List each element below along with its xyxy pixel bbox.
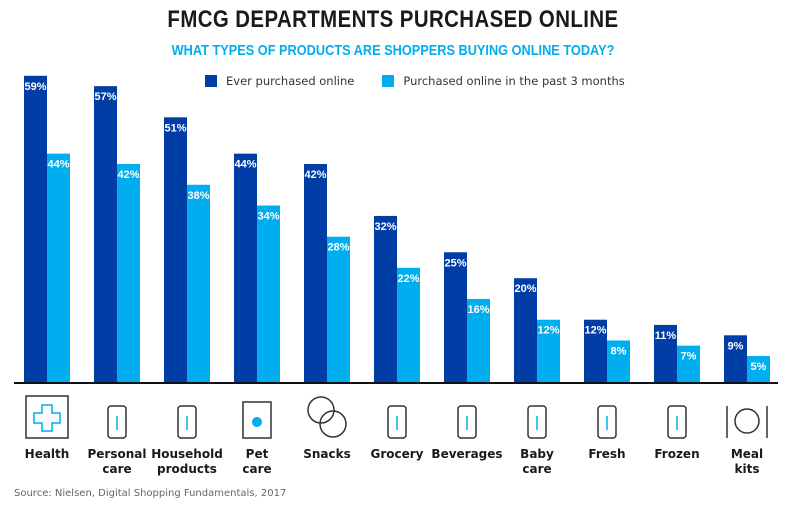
category-label: Baby bbox=[520, 447, 554, 461]
category-label: Health bbox=[25, 447, 70, 461]
data-label: 11% bbox=[655, 330, 677, 342]
category-label: care bbox=[102, 462, 131, 476]
detergent-bottle-icon bbox=[177, 405, 197, 439]
data-label: 34% bbox=[257, 211, 279, 223]
bar-recent bbox=[747, 356, 770, 382]
bar-recent bbox=[187, 184, 210, 382]
bar-ever bbox=[164, 117, 187, 382]
health-cross-icon bbox=[25, 395, 69, 439]
legend-item-ever: Ever purchased online bbox=[205, 74, 354, 88]
category-label: Frozen bbox=[654, 447, 699, 461]
data-label: 44% bbox=[47, 159, 69, 171]
data-label: 28% bbox=[327, 242, 349, 254]
bar-recent bbox=[397, 267, 420, 382]
lipstick-icon bbox=[107, 405, 127, 439]
data-label: 12% bbox=[584, 325, 606, 337]
data-label: 51% bbox=[164, 122, 186, 134]
bar-recent bbox=[327, 236, 350, 382]
cookies-icon bbox=[307, 396, 347, 438]
vegetables-icon bbox=[387, 405, 407, 439]
data-label: 9% bbox=[728, 340, 744, 352]
bar-ever bbox=[514, 278, 537, 382]
bar-ever bbox=[24, 75, 47, 382]
legend-label: Purchased online in the past 3 months bbox=[403, 74, 625, 88]
chart-title: FMCG DEPARTMENTS PURCHASED ONLINE bbox=[167, 6, 619, 33]
category-label: Meal bbox=[731, 447, 763, 461]
source-note: Source: Nielsen, Digital Shopping Fundam… bbox=[14, 488, 287, 499]
data-label: 25% bbox=[444, 257, 466, 269]
bar-recent bbox=[537, 319, 560, 382]
category-label: Fresh bbox=[588, 447, 625, 461]
category-label: Personal bbox=[88, 447, 147, 461]
bar-ever bbox=[94, 86, 117, 383]
category-label: products bbox=[157, 462, 217, 476]
bar-ever bbox=[234, 153, 257, 382]
soda-can-icon bbox=[457, 405, 477, 439]
data-label: 42% bbox=[117, 169, 139, 181]
frozen-bag-icon bbox=[667, 405, 687, 439]
plate-cutlery-icon bbox=[726, 406, 768, 438]
bar-ever bbox=[654, 324, 677, 382]
data-label: 5% bbox=[751, 361, 767, 373]
data-label: 8% bbox=[611, 345, 627, 357]
category-label: Beverages bbox=[431, 447, 502, 461]
data-label: 59% bbox=[24, 81, 46, 93]
legend-label: Ever purchased online bbox=[226, 74, 355, 88]
bar-ever bbox=[584, 319, 607, 382]
baby-bottle-icon bbox=[527, 405, 547, 439]
data-label: 32% bbox=[374, 221, 396, 233]
category-label: Snacks bbox=[303, 447, 351, 461]
legend: Ever purchased online Purchased online i… bbox=[205, 74, 625, 88]
bar-recent bbox=[47, 153, 70, 382]
bar-recent bbox=[607, 340, 630, 382]
data-label: 20% bbox=[514, 283, 536, 295]
data-label: 12% bbox=[537, 325, 559, 337]
data-label: 38% bbox=[187, 190, 209, 202]
data-label: 42% bbox=[304, 169, 326, 181]
data-label: 22% bbox=[397, 273, 419, 285]
bar-ever bbox=[724, 335, 747, 382]
data-label: 16% bbox=[467, 304, 489, 316]
category-label: Pet bbox=[246, 447, 269, 461]
chart-subtitle: WHAT TYPES OF PRODUCTS ARE SHOPPERS BUYI… bbox=[171, 42, 615, 59]
bar-ever bbox=[304, 164, 327, 382]
bar-recent bbox=[257, 205, 280, 382]
bar-ever bbox=[444, 252, 467, 382]
category-label: Household bbox=[151, 447, 223, 461]
data-label: 57% bbox=[94, 91, 116, 103]
bar-recent bbox=[467, 298, 490, 382]
legend-swatch bbox=[382, 75, 395, 87]
bar-ever bbox=[374, 215, 397, 382]
bar-recent bbox=[117, 164, 140, 382]
category-label: care bbox=[242, 462, 271, 476]
data-label: 44% bbox=[234, 159, 256, 171]
category-label: kits bbox=[735, 462, 760, 476]
pet-food-icon bbox=[242, 401, 272, 439]
bar-recent bbox=[677, 345, 700, 382]
category-label: care bbox=[522, 462, 551, 476]
fruit-icon bbox=[597, 405, 617, 439]
legend-item-recent: Purchased online in the past 3 months bbox=[382, 74, 625, 88]
data-label: 7% bbox=[681, 351, 697, 363]
category-label: Grocery bbox=[370, 447, 423, 461]
legend-swatch bbox=[205, 75, 217, 87]
